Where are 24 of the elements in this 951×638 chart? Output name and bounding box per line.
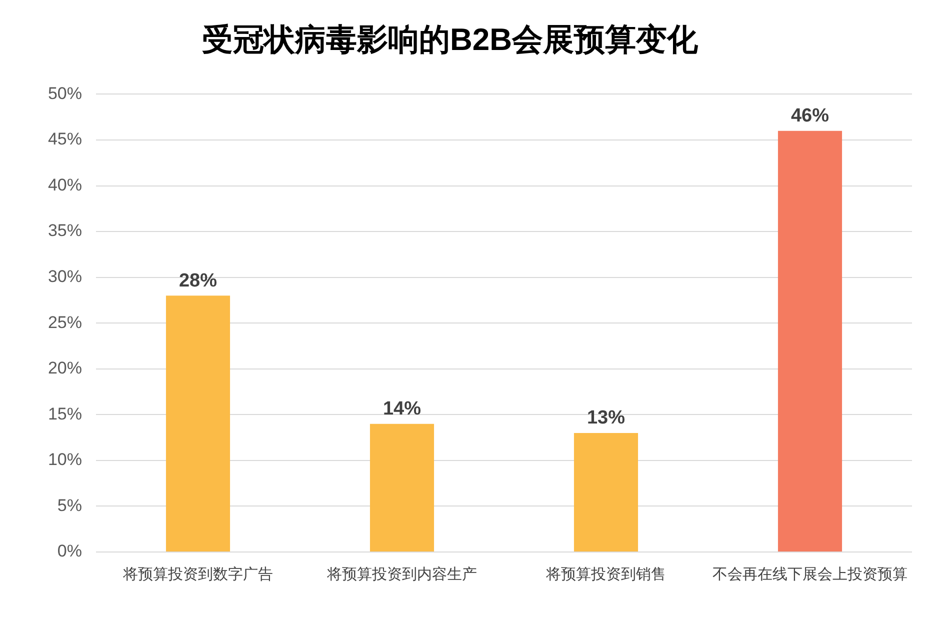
x-tick-label: 将预算投资到数字广告 [122,566,273,584]
y-tick-label: 35% [48,221,82,240]
x-tick-label: 不会再在线下展会上投资预算 [712,566,908,584]
data-label: 28% [178,270,218,292]
x-tick-label: 将预算投资到内容生产 [326,566,477,584]
bar [778,130,842,552]
x-tick-label: 将预算投资到销售 [545,566,666,584]
y-tick-label: 50% [48,84,82,103]
y-tick-label: 0% [57,542,82,561]
y-tick-label: 30% [48,267,82,286]
data-label: 46% [790,106,830,127]
data-label: 14% [382,398,422,420]
y-tick-label: 45% [48,130,82,149]
chart-title: 受冠状病毒影响的B2B会展预算变化 [200,21,699,59]
y-tick-label: 10% [48,450,82,470]
bar [574,432,638,552]
y-tick-label: 15% [48,404,82,424]
y-tick-label: 20% [48,358,82,378]
y-tick-label: 25% [48,312,82,332]
y-tick-label: 5% [57,496,82,515]
bar [166,296,230,552]
bar [370,424,434,552]
y-tick-label: 40% [48,175,82,194]
data-label: 13% [586,408,626,429]
